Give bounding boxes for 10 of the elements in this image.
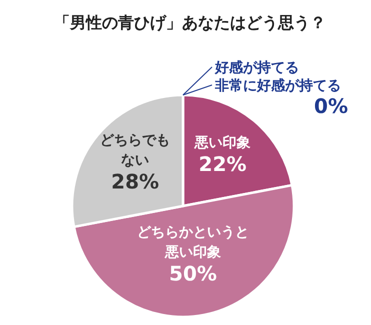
- category-label: 好感が持てる: [215, 60, 299, 76]
- data-label: 50%: [169, 261, 217, 286]
- slice-label: 悪い印象: [194, 135, 251, 152]
- slice-label: どちらかというと悪い印象: [136, 224, 249, 260]
- text: 0%: [314, 94, 348, 118]
- legend-label: 非常に好感が持てる: [214, 78, 341, 94]
- data-label: 28%: [111, 169, 160, 194]
- slice-label: どちらでもない: [100, 132, 170, 168]
- data-label: 22%: [198, 152, 247, 176]
- chart-title: 「男性の青ひげ」あなたはどう思う？: [54, 13, 326, 32]
